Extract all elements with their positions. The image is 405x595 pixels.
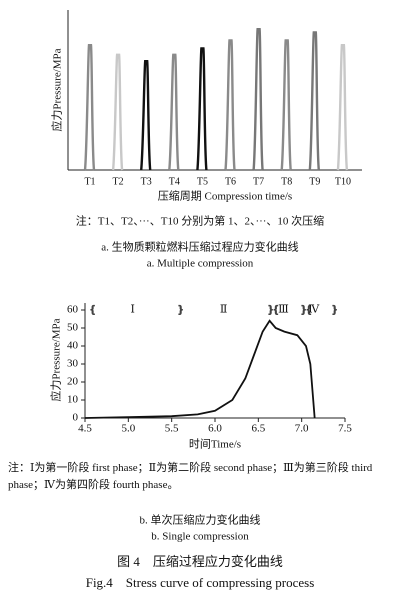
peak [168, 53, 180, 171]
phase-label: Ⅰ [130, 304, 134, 316]
bracket: }{ [268, 304, 279, 316]
y-axis-label: 应力Pressure/MPa [49, 318, 63, 401]
bracket: } [178, 304, 183, 316]
peak [280, 39, 292, 171]
x-tick-label: 6.0 [208, 423, 222, 435]
y-tick-label: 30 [67, 358, 79, 370]
peak [224, 39, 236, 171]
note: 注：Ⅰ为第一阶段 first phase；Ⅱ为第二阶段 second phase… [8, 462, 373, 491]
x-tick-label: T6 [225, 176, 236, 187]
peak [83, 44, 96, 171]
caption: b. Single compression [151, 531, 249, 543]
x-tick-label: 7.0 [295, 423, 309, 435]
x-tick-label: 7.5 [338, 423, 352, 435]
phase-brackets: { } }{ }{ } [89, 303, 337, 316]
note: 注：T1、T2、···、T10 分别为第 1、2、···、10 次压缩 [76, 214, 324, 228]
figure-title: 图 4 压缩过程应力变化曲线 [117, 554, 283, 569]
peak [336, 44, 349, 171]
caption: a. 生物质颗粒燃料压缩过程应力变化曲线 [101, 240, 298, 254]
phase-label: Ⅲ [278, 304, 289, 316]
y-tick-label: 40 [67, 340, 79, 352]
x-tick-label: T4 [169, 176, 180, 187]
bracket: } [332, 304, 337, 316]
x-tick-label: T8 [281, 176, 292, 187]
bracket: { [90, 304, 95, 316]
x-tick-label: T10 [335, 176, 351, 187]
x-axis-label: 压缩周期 Compression time/s [158, 190, 292, 203]
caption: a. Multiple compression [147, 258, 254, 270]
x-tick-label: T5 [197, 176, 208, 187]
y-axis-label: 应力Pressure/MPa [50, 48, 64, 131]
peak [111, 53, 124, 171]
x-tick-label: 6.5 [251, 423, 265, 435]
x-tick-label: T9 [309, 176, 320, 187]
bracket: }{ [301, 304, 312, 316]
x-tick-label: 5.0 [121, 423, 135, 435]
y-tick-label: 50 [67, 322, 79, 334]
y-tick-label: 20 [67, 376, 79, 388]
y-tick-label: 0 [73, 412, 79, 424]
phase-label: Ⅱ [220, 304, 227, 316]
x-tick-label: 4.5 [78, 423, 92, 435]
x-tick-label: T3 [141, 176, 152, 187]
peak [196, 47, 208, 171]
x-tick-label: T1 [84, 176, 95, 187]
pressure-line [84, 319, 316, 419]
caption: b. 单次压缩应力变化曲线 [140, 513, 261, 527]
peak [140, 60, 152, 171]
y-tick-label: 10 [67, 394, 79, 406]
x-tick-label: T2 [113, 176, 124, 187]
figure-title: Fig.4 Stress curve of compressing proces… [86, 575, 315, 590]
y-tick-label: 60 [67, 304, 79, 316]
x-axis-label: 时间Time/s [189, 438, 241, 451]
x-tick-label: 5.5 [165, 423, 179, 435]
phase-label: Ⅳ [308, 304, 320, 316]
x-tick-label: T7 [253, 176, 264, 187]
peak [252, 28, 264, 171]
peak [308, 31, 320, 171]
